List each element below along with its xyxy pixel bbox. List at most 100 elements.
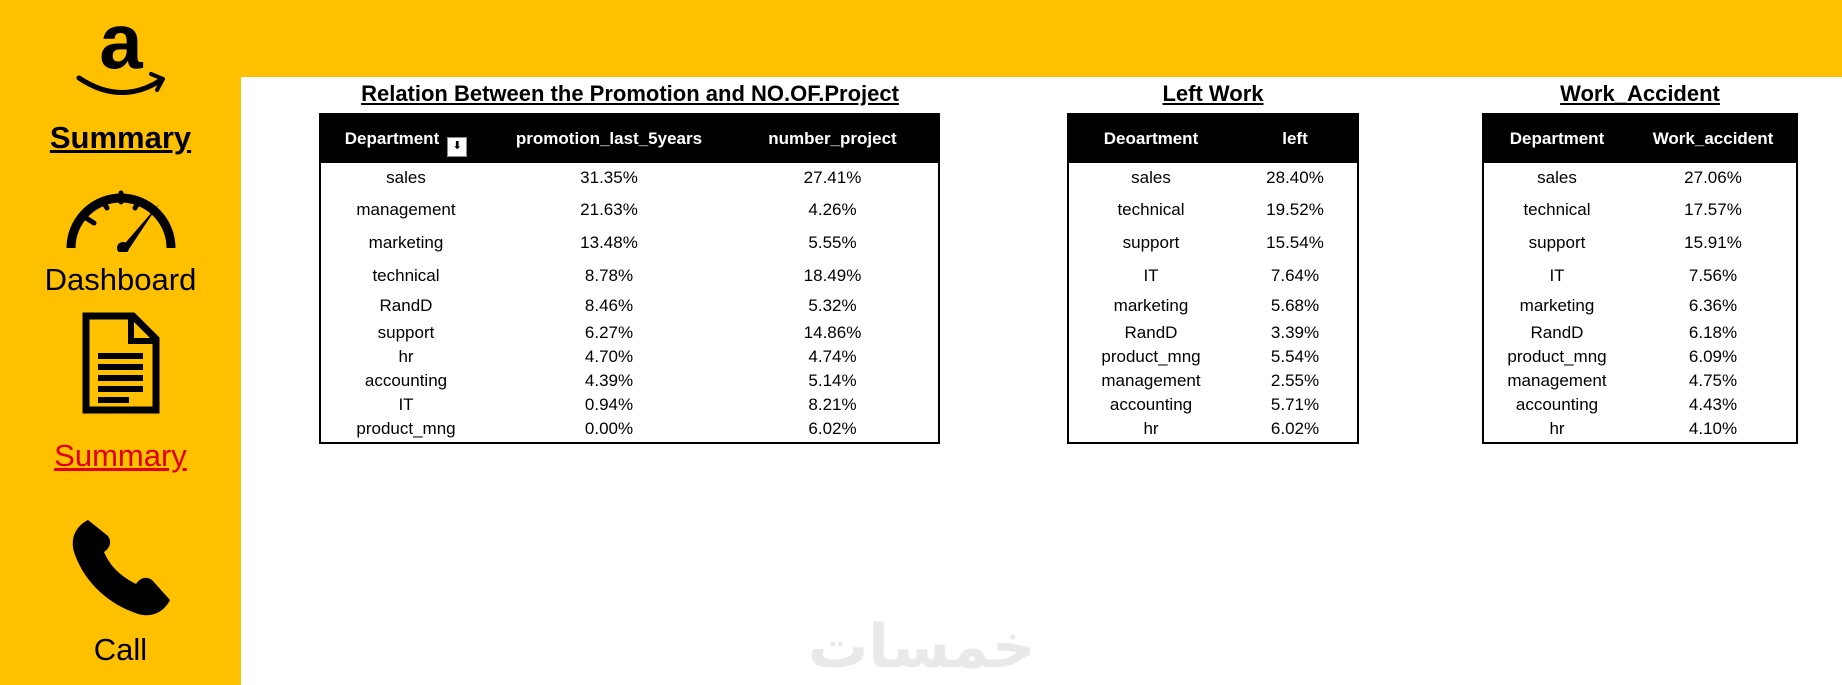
- table-row: RandD 3.39%: [1069, 320, 1357, 345]
- cell-department: hr: [398, 347, 414, 366]
- cell-department: accounting: [364, 371, 448, 390]
- cell-value: 31.35%: [580, 168, 638, 187]
- sort-filter-icon[interactable]: ⬇︎: [447, 137, 468, 158]
- top-banner: [0, 0, 1842, 77]
- column-header-left[interactable]: left: [1282, 129, 1308, 148]
- cell-department: RandD: [1530, 323, 1584, 342]
- cell-value: 14.86%: [803, 323, 862, 342]
- cell-value: 6.27%: [584, 323, 634, 342]
- cell-value: 8.78%: [584, 266, 634, 285]
- sidebar: a Summary Dashboard: [0, 0, 241, 685]
- cell-value: 4.74%: [808, 347, 857, 366]
- cell-value: 5.32%: [808, 296, 857, 315]
- cell-value: 18.49%: [803, 266, 862, 285]
- sidebar-item-label: Call: [93, 632, 148, 667]
- table-row: RandD 8.46% 5.32%: [321, 292, 938, 320]
- cell-department: RandD: [1124, 323, 1178, 342]
- cell-value: 13.48%: [580, 233, 638, 252]
- cell-department: accounting: [1515, 395, 1599, 414]
- table-row: support 6.27% 14.86%: [321, 320, 938, 345]
- svg-text:a: a: [99, 8, 143, 85]
- cell-department: RandD: [379, 296, 433, 315]
- cell-value: 4.26%: [808, 200, 857, 219]
- column-header-department[interactable]: Deoartment: [1103, 129, 1199, 148]
- cell-value: 5.68%: [1270, 296, 1320, 315]
- cell-value: 6.36%: [1688, 296, 1738, 315]
- table-row: RandD 6.18%: [1484, 320, 1796, 345]
- column-header-department[interactable]: Department ⬇︎: [321, 128, 491, 158]
- cell-value: 27.06%: [1684, 168, 1742, 187]
- table-title-work-accident: Work_Accident: [1560, 81, 1720, 106]
- cell-value: 5.54%: [1270, 347, 1320, 366]
- table-header: Department ⬇︎ promotion_last_5years numbe…: [321, 115, 938, 163]
- cell-value: 4.75%: [1688, 371, 1738, 390]
- column-header-work-accident[interactable]: Work_accident: [1652, 129, 1774, 148]
- cell-value: 7.64%: [1270, 266, 1320, 285]
- column-header-promotion[interactable]: promotion_last_5years: [515, 129, 703, 148]
- cell-value: 6.18%: [1688, 323, 1738, 342]
- cell-department: hr: [1549, 419, 1565, 438]
- table-row: accounting 5.71%: [1069, 393, 1357, 417]
- table-row: marketing 5.68%: [1069, 292, 1357, 320]
- column-header-department[interactable]: Department: [1509, 129, 1605, 148]
- cell-department: product_mng: [356, 419, 456, 438]
- sidebar-item-label: Summary: [49, 120, 192, 155]
- sidebar-item-call[interactable]: Call: [0, 516, 241, 668]
- table-row: technical 19.52%: [1069, 193, 1357, 226]
- cell-department: product_mng: [1101, 347, 1201, 366]
- amazon-logo-icon: a: [76, 8, 165, 95]
- table-promotion-projects: Department ⬇︎ promotion_last_5years numbe…: [319, 113, 940, 444]
- table-row: accounting 4.43%: [1484, 393, 1796, 417]
- cell-value: 0.94%: [584, 395, 634, 414]
- cell-department: management: [1101, 371, 1201, 390]
- column-header-number-project[interactable]: number_project: [768, 129, 897, 148]
- table-title-promotion: Relation Between the Promotion and NO.OF…: [361, 81, 899, 106]
- cell-value: 2.55%: [1270, 371, 1320, 390]
- table-row: support 15.91%: [1484, 226, 1796, 259]
- column-header-label: Department: [344, 128, 440, 148]
- cell-value: 15.91%: [1684, 233, 1742, 252]
- cell-value: 6.09%: [1688, 347, 1738, 366]
- table-row: sales 28.40%: [1069, 163, 1357, 193]
- table-title-left-work: Left Work: [1162, 81, 1264, 106]
- document-icon: [82, 312, 159, 414]
- watermark-logo: خمسات: [808, 612, 1036, 682]
- table-row: management 2.55%: [1069, 369, 1357, 393]
- speedometer-icon: [66, 190, 175, 252]
- cell-value: 7.56%: [1688, 266, 1738, 285]
- cell-value: 19.52%: [1266, 200, 1324, 219]
- cell-value: 6.02%: [808, 419, 857, 438]
- sidebar-item-summary-home[interactable]: a Summary: [0, 8, 241, 156]
- sidebar-item-summary[interactable]: Summary: [0, 312, 241, 474]
- table-row: sales 31.35% 27.41%: [321, 163, 938, 193]
- cell-department: IT: [1549, 266, 1565, 285]
- cell-department: management: [1507, 371, 1607, 390]
- table-row: hr 4.10%: [1484, 417, 1796, 440]
- cell-department: technical: [1523, 200, 1591, 219]
- cell-department: management: [356, 200, 456, 219]
- cell-department: marketing: [1519, 296, 1595, 315]
- cell-department: sales: [1537, 168, 1577, 187]
- cell-department: marketing: [1113, 296, 1189, 315]
- cell-department: IT: [1143, 266, 1159, 285]
- table-row: marketing 13.48% 5.55%: [321, 226, 938, 259]
- table-row: IT 7.56%: [1484, 259, 1796, 292]
- cell-department: IT: [398, 395, 414, 414]
- cell-value: 28.40%: [1266, 168, 1324, 187]
- phone-icon: [72, 520, 170, 616]
- table-row: marketing 6.36%: [1484, 292, 1796, 320]
- table-row: product_mng 5.54%: [1069, 345, 1357, 369]
- cell-value: 5.55%: [808, 233, 857, 252]
- cell-value: 21.63%: [580, 200, 638, 219]
- cell-department: sales: [1131, 168, 1171, 187]
- cell-value: 5.14%: [808, 371, 857, 390]
- cell-department: technical: [372, 266, 440, 285]
- table-header: Department Work_accident: [1484, 115, 1796, 163]
- cell-value: 8.21%: [808, 395, 857, 414]
- table-row: product_mng 6.09%: [1484, 345, 1796, 369]
- cell-department: accounting: [1109, 395, 1193, 414]
- cell-value: 5.71%: [1270, 395, 1320, 414]
- table-work-accident: Department Work_accident sales 27.06% tech…: [1482, 113, 1798, 444]
- sidebar-item-dashboard[interactable]: Dashboard: [0, 178, 241, 298]
- table-row: hr 6.02%: [1069, 417, 1357, 440]
